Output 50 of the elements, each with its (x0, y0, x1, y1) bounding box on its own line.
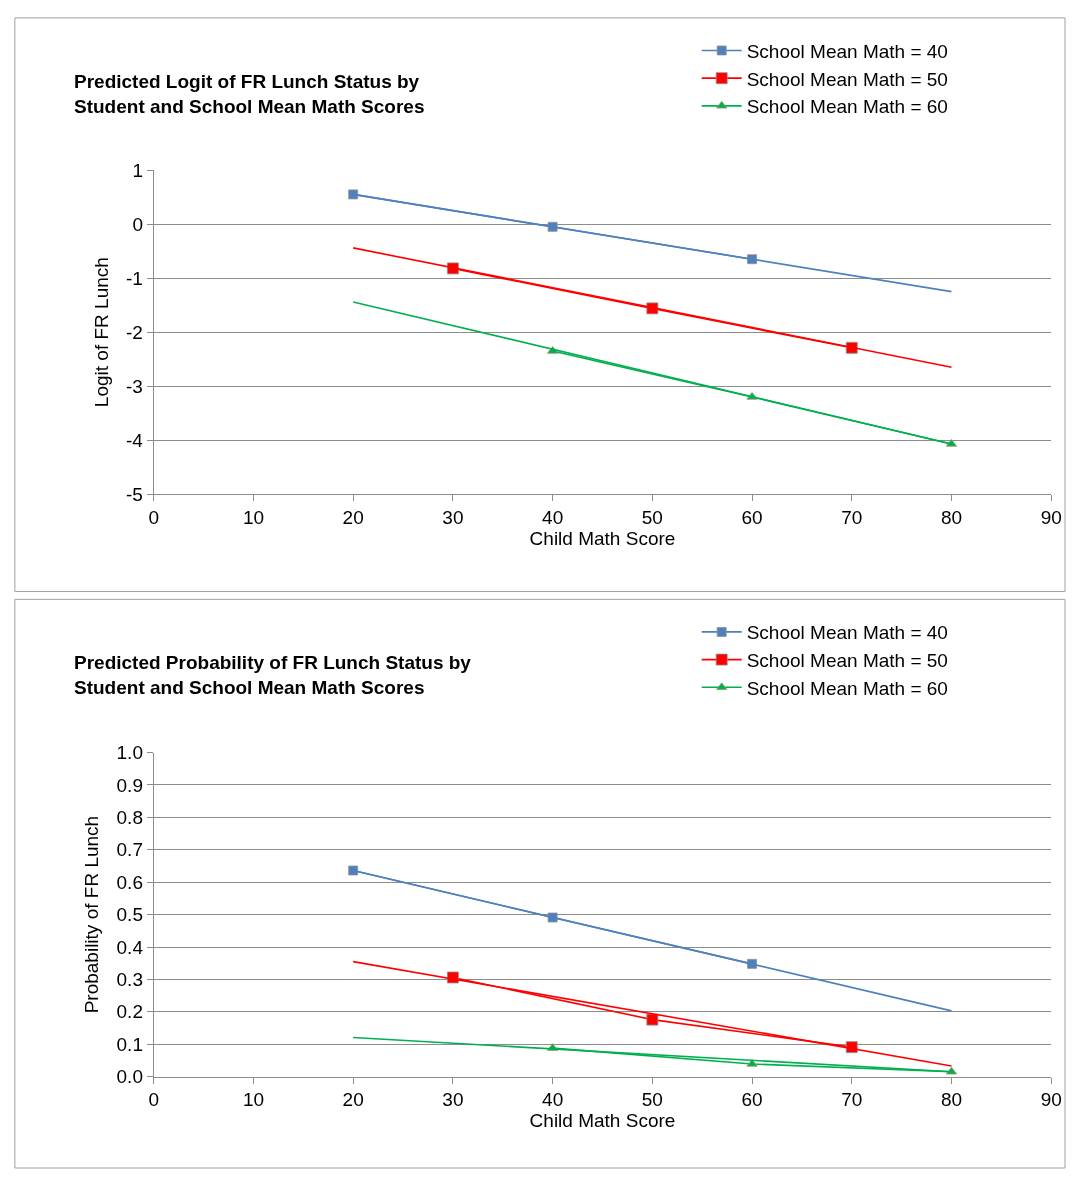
x-tick-label: 20 (342, 507, 364, 529)
legend-label: School Mean Math = 50 (746, 650, 948, 672)
x-tick-label: 50 (641, 1089, 663, 1111)
legend-label: School Mean Math = 50 (746, 68, 948, 90)
y-tick-label: 0.7 (116, 839, 143, 861)
legend-label: School Mean Math = 40 (746, 622, 948, 644)
y-axis-title: Probability of FR Lunch (81, 815, 103, 1014)
x-tick-label: 20 (342, 1089, 364, 1111)
y-tick-label: 1 (132, 159, 143, 181)
x-tick-label: 30 (442, 1089, 464, 1111)
legend-label: School Mean Math = 40 (746, 40, 948, 62)
y-tick-label: 0.4 (116, 936, 144, 958)
legend-label: School Mean Math = 60 (746, 677, 948, 699)
x-axis-title: Child Math Score (529, 1110, 676, 1132)
x-tick-label: 40 (542, 507, 564, 529)
x-tick-label: 80 (940, 507, 963, 529)
y-tick-label: -4 (126, 429, 144, 451)
chart-title: Predicted Logit of FR Lunch Status by Student and School Mean Math Scores (74, 71, 425, 117)
y-tick-label: 1.0 (116, 742, 143, 764)
y-tick-label: 0.6 (116, 871, 143, 893)
x-tick-label: 60 (741, 507, 763, 529)
y-tick-label: 0.9 (116, 774, 143, 796)
x-tick-label: 80 (940, 1089, 963, 1111)
chart-title: Predicted Probability of FR Lunch Status by Student and School Mean Math Scores (74, 652, 472, 698)
y-tick-label: 0 (132, 213, 143, 235)
x-tick-label: 40 (542, 1089, 564, 1111)
y-tick-label: 0.0 (116, 1066, 143, 1088)
x-tick-label: 30 (442, 507, 464, 529)
x-tick-label: 10 (242, 507, 265, 529)
y-tick-label: 0.5 (116, 904, 143, 926)
y-tick-label: -5 (126, 483, 143, 505)
x-tick-label: 0 (148, 507, 160, 529)
y-tick-label: 0.8 (116, 807, 143, 828)
x-tick-label: 90 (1040, 1089, 1062, 1111)
y-tick-label: 0.2 (116, 1001, 143, 1023)
x-tick-label: 60 (741, 1089, 763, 1111)
legend-label: School Mean Math = 60 (746, 96, 948, 118)
y-tick-label: -1 (126, 267, 143, 289)
y-tick-label: 0.3 (116, 969, 143, 991)
x-tick-label: 90 (1040, 507, 1062, 529)
x-tick-label: 50 (641, 507, 663, 529)
y-tick-label: -2 (126, 321, 143, 343)
x-tick-label: 70 (841, 507, 863, 529)
x-tick-label: 0 (148, 1089, 160, 1111)
x-tick-label: 70 (841, 1089, 863, 1111)
x-axis-title: Child Math Score (529, 528, 676, 550)
x-tick-label: 10 (242, 1089, 265, 1111)
y-tick-label: -3 (126, 375, 143, 397)
y-axis-title: Logit of FR Lunch (90, 257, 112, 408)
y-tick-label: 0.1 (116, 1033, 143, 1055)
